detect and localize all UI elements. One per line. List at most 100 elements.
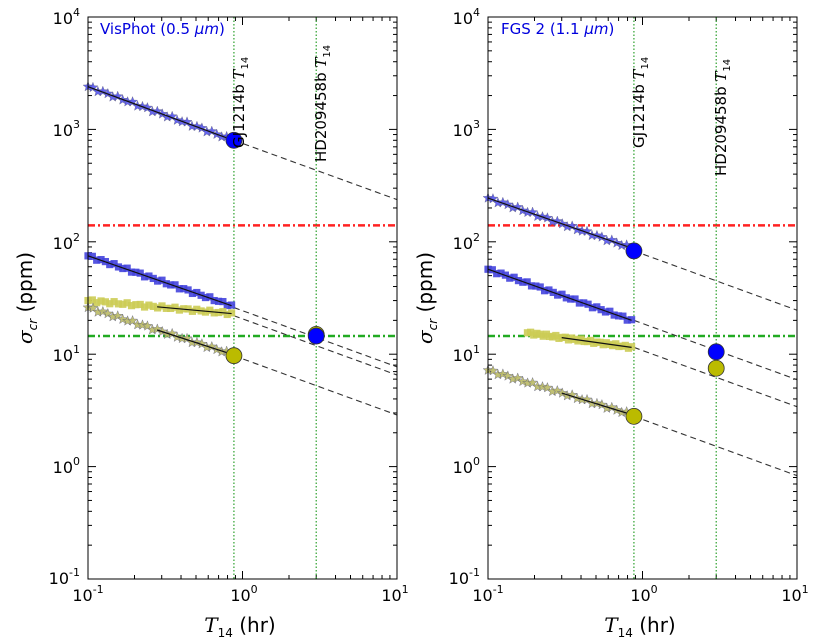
vline-label-hd209458b: HD209458b T14 — [712, 59, 733, 176]
data-point-square — [206, 306, 214, 314]
vline-label-sub: 14 — [240, 57, 251, 70]
data-point-star — [502, 370, 514, 381]
panel-title-unit: μm — [194, 20, 219, 38]
data-point-star — [497, 368, 509, 379]
data-point-star — [97, 85, 109, 97]
data-point-star — [596, 399, 608, 410]
data-point-star — [97, 305, 109, 317]
data-point-square — [227, 309, 236, 317]
data-point-square — [145, 272, 153, 280]
data-point-star — [517, 375, 529, 387]
highlight-point — [625, 242, 643, 260]
data-point-square — [593, 303, 601, 311]
x-tick-label: 100 — [230, 583, 257, 605]
fit-line — [157, 306, 232, 315]
extrapolation-line — [633, 250, 798, 311]
data-point-square — [93, 299, 101, 307]
plot-frame — [87, 16, 398, 580]
tick-exp: 1 — [402, 583, 409, 596]
vline-label-sub: 14 — [722, 59, 733, 72]
tick-base: 10 — [230, 586, 250, 605]
data-point-square — [162, 304, 170, 312]
data-point-square — [536, 283, 544, 291]
data-point-star — [151, 105, 163, 116]
data-point-square — [623, 316, 631, 324]
tick-exp: -1 — [469, 566, 480, 579]
data-point-star — [551, 384, 563, 396]
tick-exp: 1 — [73, 343, 80, 356]
extrapolation-line — [233, 307, 398, 368]
data-point-square — [162, 280, 170, 288]
data-point-square — [184, 286, 192, 294]
data-point-square — [158, 302, 166, 310]
y-tick-label: 10-1 — [449, 566, 480, 588]
tick-exp: 4 — [473, 6, 480, 19]
x-axis-label-unit: (hr) — [233, 613, 276, 637]
data-point-star — [487, 193, 499, 204]
data-point-square — [227, 301, 236, 309]
x-tick-label: 101 — [381, 583, 408, 605]
data-point-star — [191, 120, 203, 132]
x-axis-label-sub: 14 — [218, 626, 233, 640]
fit-line — [487, 268, 632, 321]
y-axis-label: σcr (ppm) — [413, 252, 440, 344]
tick-exp: 2 — [473, 231, 480, 244]
data-point-square — [523, 278, 531, 286]
data-point-star — [512, 201, 524, 212]
vline-label-sub: 14 — [640, 57, 651, 70]
data-point-square — [571, 295, 579, 303]
data-point-square — [584, 300, 592, 308]
data-point-square — [527, 282, 536, 290]
data-point-square — [219, 308, 227, 316]
data-point-star — [527, 206, 539, 217]
highlight-point — [707, 343, 725, 361]
y-axis-label-unit: (ppm) — [413, 252, 437, 319]
data-point-star — [606, 401, 618, 413]
data-point-star — [181, 116, 193, 127]
y-tick-label: 104 — [453, 6, 480, 28]
data-point-star — [141, 101, 153, 113]
data-point-square — [127, 302, 136, 310]
vline-label-name: GJ1214b — [230, 84, 248, 148]
plot-frame — [487, 16, 798, 580]
panel-title-unit: μm — [583, 20, 608, 38]
vline-label-sym: T — [712, 71, 730, 82]
panel-title-suffix: ) — [219, 20, 225, 38]
tick-exp: -1 — [493, 583, 504, 596]
data-point-square — [145, 301, 153, 309]
y-tick-label: 100 — [453, 455, 480, 477]
data-point-square — [140, 273, 149, 281]
tick-base: 10 — [630, 586, 650, 605]
tick-exp: 0 — [473, 455, 480, 468]
data-point-square — [506, 274, 514, 282]
tick-exp: 3 — [73, 118, 80, 131]
vline-label-sym: T — [312, 57, 330, 68]
tick-base: 10 — [781, 586, 801, 605]
vline-label-gj1214b: GJ1214b T14 — [230, 57, 251, 148]
data-point-square — [610, 311, 618, 319]
extrapolation-line — [633, 346, 798, 408]
data-point-square — [558, 290, 566, 298]
fit-line — [156, 329, 232, 355]
data-point-square — [193, 305, 201, 313]
data-point-star — [117, 313, 129, 325]
data-point-square — [88, 296, 96, 304]
data-point-square — [114, 300, 123, 308]
data-point-square — [219, 297, 227, 306]
data-point-square — [88, 252, 96, 260]
y-tick-label: 100 — [53, 455, 80, 477]
data-point-square — [493, 270, 501, 278]
vline-label-sub: 14 — [322, 45, 333, 58]
data-point-square — [201, 293, 210, 302]
data-point-square — [223, 310, 231, 319]
data-point-star — [102, 307, 114, 319]
data-point-square — [188, 307, 197, 315]
data-point-square — [110, 260, 118, 268]
vline-label-name: GJ1214b — [630, 84, 648, 148]
highlight-point — [225, 131, 243, 149]
extrapolation-line — [633, 319, 798, 381]
data-point-square — [154, 277, 162, 285]
data-point-star — [127, 314, 139, 326]
extrapolation-line — [233, 139, 398, 201]
data-point-square — [93, 256, 101, 264]
